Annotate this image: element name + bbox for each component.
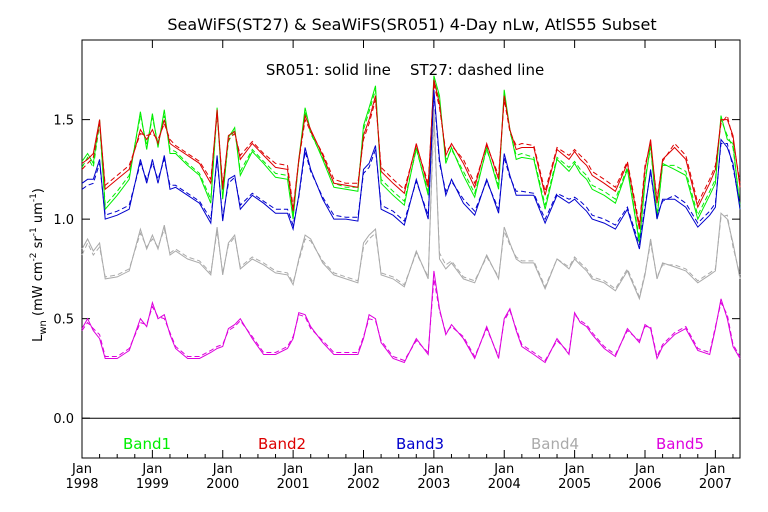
series-layer <box>81 75 741 364</box>
x-tick-month: Jan <box>704 462 725 477</box>
x-tick-year: 2000 <box>206 477 239 492</box>
ylabel-main: L <box>31 334 46 342</box>
y-axis: 0.0 0.5 1.0 1.5 <box>53 114 740 427</box>
y-tick-label: 1.5 <box>53 114 74 129</box>
legend-band2: Band2 <box>258 435 306 453</box>
series-band5-st27-line <box>81 278 741 362</box>
svg-text:Lwn (mW cm-2 sr-1 um-1): Lwn (mW cm-2 sr-1 um-1) <box>29 188 49 342</box>
ylabel-units-mid: sr <box>31 236 46 253</box>
x-tick-month: Jan <box>141 462 162 477</box>
x-tick-year: 2004 <box>488 477 521 492</box>
y-tick-label: 0.0 <box>53 412 74 427</box>
ylabel-units-sup2: -1 <box>29 227 39 236</box>
series-band4-sr051-line <box>81 109 741 301</box>
ylabel-units-sup3: -1 <box>29 193 39 202</box>
x-tick-month: Jan <box>493 462 514 477</box>
x-tick-year: 1999 <box>136 477 169 492</box>
x-tick-month: Jan <box>212 462 233 477</box>
ylabel-units-end: um <box>31 202 46 227</box>
x-tick-month: Jan <box>352 462 373 477</box>
x-tick-year: 2001 <box>277 477 310 492</box>
x-tick-month: Jan <box>282 462 303 477</box>
ylabel-subscript: wn <box>38 320 49 335</box>
chart-title: SeaWiFS(ST27) & SeaWiFS(SR051) 4-Day nLw… <box>167 15 656 34</box>
legend-band5: Band5 <box>656 435 704 453</box>
series-band1-sr051-line <box>81 75 741 244</box>
series-band3-sr051-line <box>81 89 741 250</box>
y-tick-label: 1.0 <box>53 213 74 228</box>
series-band5-sr051-line <box>81 270 741 364</box>
x-tick-month: Jan <box>634 462 655 477</box>
x-tick-year: 2006 <box>628 477 661 492</box>
ylabel-units: (mW cm <box>31 261 46 316</box>
x-axis: Jan1998Jan1999Jan2000Jan2001Jan2002Jan20… <box>65 40 734 492</box>
y-tick-label: 0.5 <box>53 313 74 328</box>
y-axis-title: Lwn (mW cm-2 sr-1 um-1) <box>29 188 49 342</box>
x-tick-year: 2003 <box>417 477 450 492</box>
legend-band4: Band4 <box>531 435 579 453</box>
ylabel-units-sup1: -2 <box>29 252 39 261</box>
x-tick-month: Jan <box>423 462 444 477</box>
x-tick-year: 2002 <box>347 477 380 492</box>
chart-subtitle: SR051: solid line ST27: dashed line <box>266 61 544 79</box>
ylabel-units-close: ) <box>31 188 46 193</box>
x-tick-year: 2007 <box>699 477 732 492</box>
series-band1-st27-line <box>81 79 741 240</box>
x-tick-month: Jan <box>564 462 585 477</box>
legend-band3: Band3 <box>396 435 444 453</box>
x-tick-year: 2005 <box>558 477 591 492</box>
x-tick-year: 1998 <box>65 477 98 492</box>
x-tick-month: Jan <box>71 462 92 477</box>
series-band2-sr051-line <box>81 79 741 230</box>
legend-band1: Band1 <box>123 435 171 453</box>
plot-frame <box>81 39 741 459</box>
series-band3-st27-line <box>81 93 741 246</box>
legend: Band1 Band2 Band3 Band4 Band5 <box>123 435 704 453</box>
